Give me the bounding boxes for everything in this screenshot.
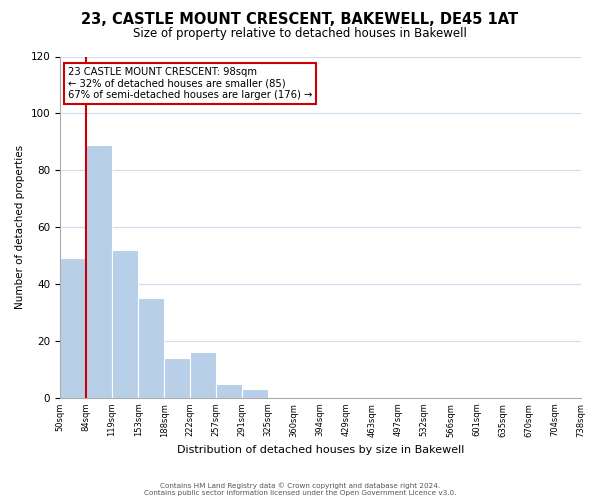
X-axis label: Distribution of detached houses by size in Bakewell: Distribution of detached houses by size … [176, 445, 464, 455]
Bar [60, 258, 86, 398]
Bar [216, 384, 242, 398]
Text: 23 CASTLE MOUNT CRESCENT: 98sqm
← 32% of detached houses are smaller (85)
67% of: 23 CASTLE MOUNT CRESCENT: 98sqm ← 32% of… [68, 66, 312, 100]
Bar [242, 390, 268, 398]
Text: Size of property relative to detached houses in Bakewell: Size of property relative to detached ho… [133, 28, 467, 40]
Bar [112, 250, 138, 398]
Bar [190, 352, 216, 398]
Text: 23, CASTLE MOUNT CRESCENT, BAKEWELL, DE45 1AT: 23, CASTLE MOUNT CRESCENT, BAKEWELL, DE4… [82, 12, 518, 28]
Text: Contains public sector information licensed under the Open Government Licence v3: Contains public sector information licen… [144, 490, 456, 496]
Bar [86, 144, 112, 398]
Text: Contains HM Land Registry data © Crown copyright and database right 2024.: Contains HM Land Registry data © Crown c… [160, 482, 440, 489]
Bar [164, 358, 190, 398]
Y-axis label: Number of detached properties: Number of detached properties [15, 145, 25, 309]
Bar [138, 298, 164, 398]
